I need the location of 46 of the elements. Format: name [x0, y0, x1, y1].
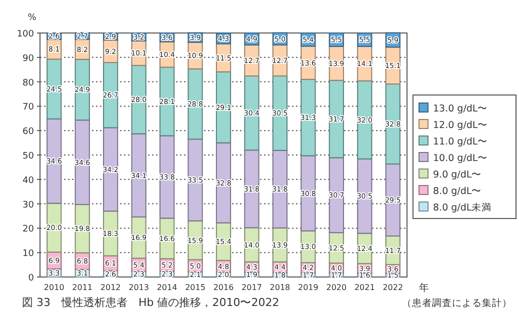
y-tick-label: 80: [22, 78, 34, 88]
bar: [188, 68, 203, 140]
x-axis-title: 年: [419, 282, 429, 294]
x-tick-label: 2022: [382, 283, 404, 292]
x-tick-label: 2018: [270, 283, 290, 292]
x-tick-label: 2020: [326, 283, 347, 292]
x-tick-label: 2012: [100, 283, 121, 292]
bar: [159, 135, 175, 219]
legend-label: 11.0 g/dL〜: [433, 136, 488, 148]
legend-label: 8.0 g/dL未満: [433, 202, 492, 214]
bar: [300, 78, 316, 156]
y-tick-label: 30: [22, 200, 34, 210]
x-tick-label: 2010: [44, 283, 64, 292]
bar: [188, 138, 203, 222]
bar: [131, 133, 146, 218]
x-tick-label: 2017: [242, 283, 262, 292]
x-tick-label: 2013: [128, 283, 149, 292]
x-tick-label: 2015: [185, 283, 206, 292]
legend-label: 9.0 g/dL〜: [433, 170, 482, 180]
x-tick-label: 2014: [156, 283, 178, 292]
text: 図 33 慢性透析患者 Hb 値の推移，2010〜2022: [22, 296, 280, 309]
bar: [244, 150, 260, 228]
y-tick-label: 20: [22, 224, 34, 235]
y-tick-label: 70: [22, 102, 34, 113]
legend-label: 8.0 g/dL〜: [433, 186, 482, 197]
y-axis-title: %: [28, 13, 37, 23]
y-tick-label: 50: [22, 152, 34, 162]
bar: [74, 120, 90, 206]
x-tick-label: 2019: [298, 283, 318, 292]
legend-label: 10.0 g/dL〜: [433, 153, 488, 164]
bar: [244, 75, 260, 151]
y-tick-label: 0: [28, 274, 34, 284]
y-tick-label: 40: [22, 176, 34, 186]
legend-label: 12.0 g/dL〜: [433, 120, 488, 131]
bar: [300, 155, 316, 232]
y-tick-label: 100: [16, 30, 34, 40]
x-tick-label: 2011: [72, 283, 93, 292]
y-tick-label: 60: [22, 127, 34, 138]
y-tick-label: 10: [22, 249, 34, 260]
bar: [46, 118, 62, 204]
x-tick-label: 2016: [213, 283, 234, 292]
y-tick-label: 90: [22, 54, 34, 64]
bar: [103, 127, 118, 212]
text: （患者調査による集計）: [402, 297, 512, 309]
x-tick-label: 2021: [354, 283, 375, 292]
legend-label: 13.0 g/dL〜: [433, 104, 488, 114]
